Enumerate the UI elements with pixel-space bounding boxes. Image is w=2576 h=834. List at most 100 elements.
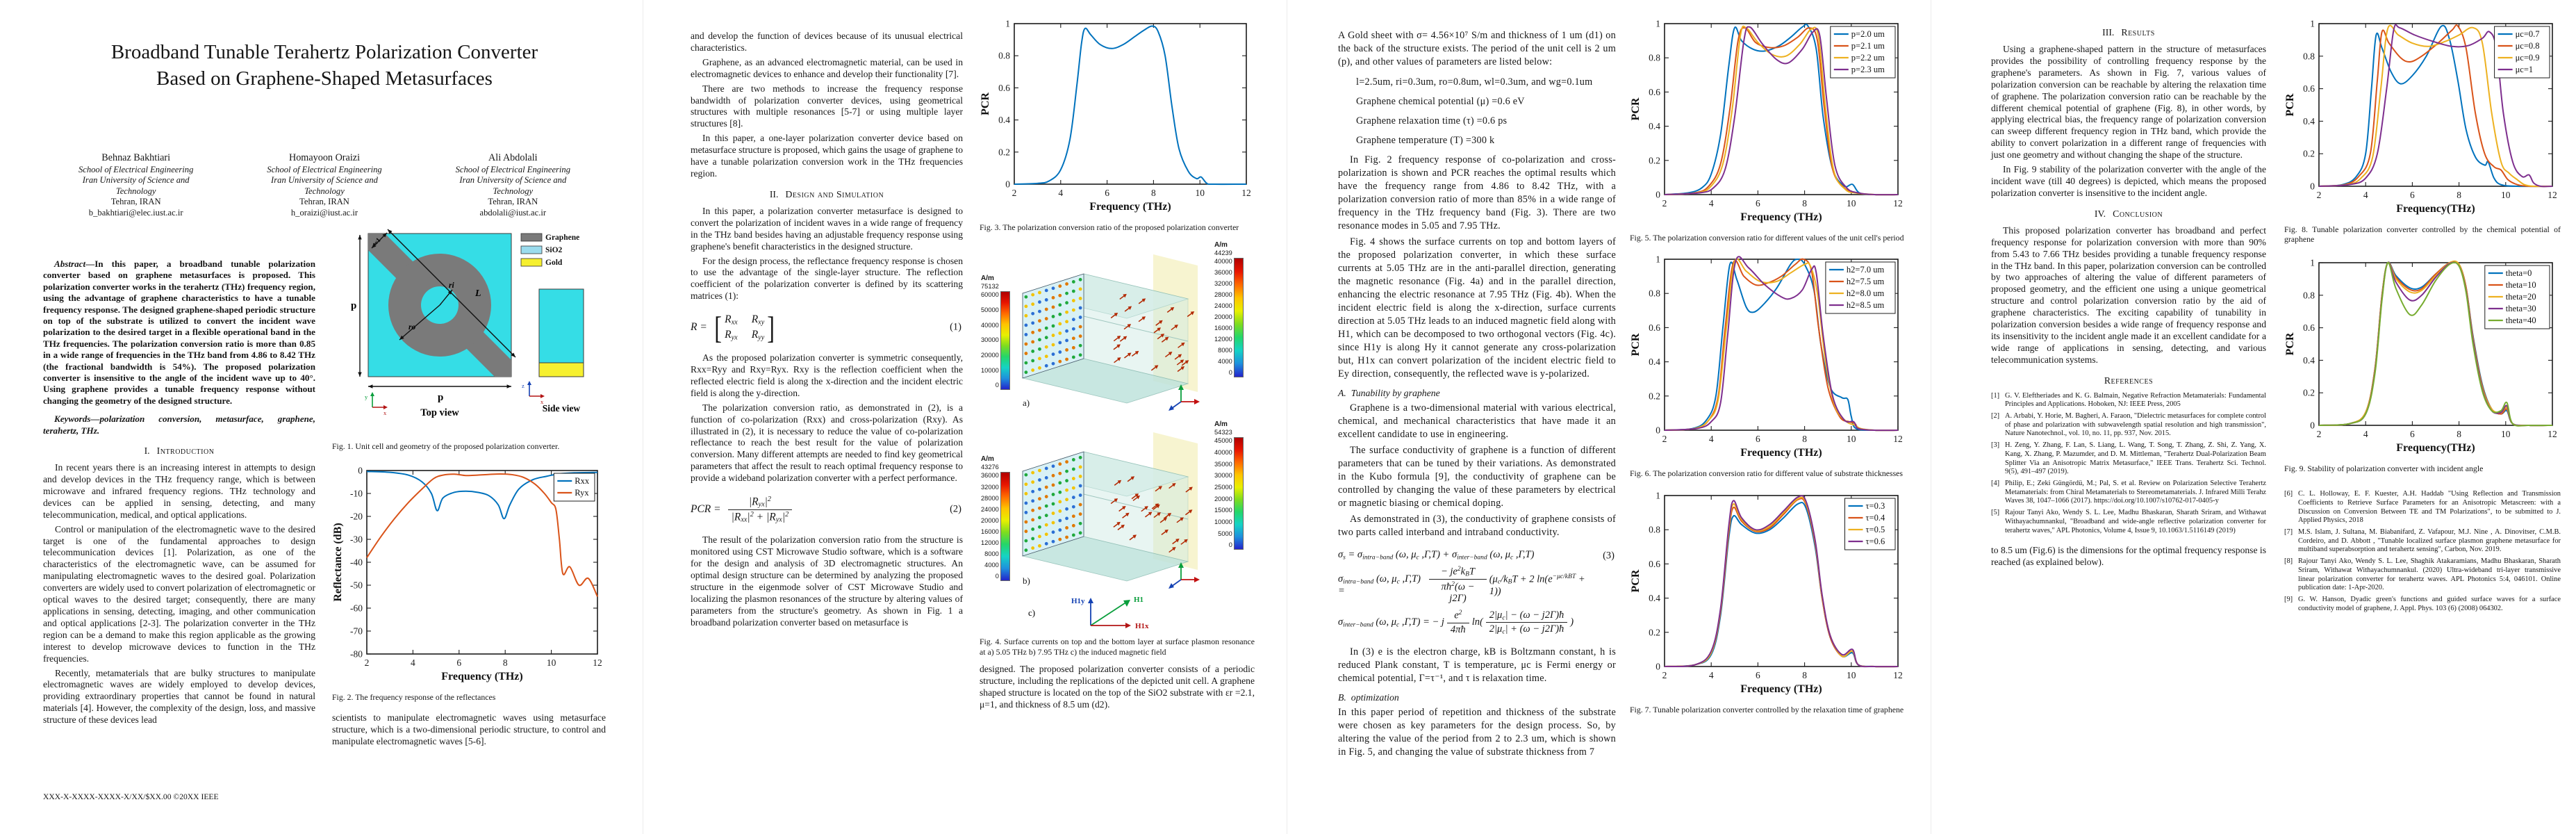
svg-text:Frequency (THz): Frequency (THz) [1740, 211, 1822, 223]
svg-text:12: 12 [593, 657, 602, 668]
svg-text:10: 10 [547, 657, 556, 668]
section-heading-design: II. Design and Simulation [769, 188, 884, 199]
svg-text:4: 4 [1709, 198, 1714, 208]
paragraph: In (3) e is the electron charge, kB is B… [1338, 646, 1616, 684]
svg-text:0.6: 0.6 [998, 83, 1010, 93]
svg-text:0: 0 [1656, 661, 1660, 671]
svg-text:6: 6 [2410, 429, 2415, 439]
svg-text:0.4: 0.4 [1649, 593, 1660, 603]
svg-text:Frequency(THz): Frequency(THz) [2396, 442, 2475, 454]
author-email: h_oraizi@iust.ac.ir [290, 208, 358, 218]
figure-9-caption: Fig. 9. Stability of polarization conver… [2284, 463, 2484, 473]
svg-text:1: 1 [2310, 19, 2315, 29]
fig4-panel-a [1021, 254, 1200, 411]
svg-text:PCR: PCR [1630, 334, 1642, 357]
author-block: Ali Abdolali School of Electrical Engine… [419, 152, 607, 218]
title-line-1: Broadband Tunable Terahertz Polarization… [110, 41, 538, 63]
svg-text:0.8: 0.8 [1649, 525, 1660, 535]
reference-item: [1] G. V. Eleftheriades and K. G. Balmai… [1991, 391, 2266, 409]
reference-item: [2] A. Arbabi, Y. Horie, M. Bagheri, A. … [1991, 412, 2266, 438]
dim-label-ro: ro [408, 323, 415, 332]
dim-label-p-vertical: p [351, 300, 356, 311]
svg-text:0.4: 0.4 [2303, 116, 2315, 126]
reference-item: [9] G. W. Hanson, Dyadic green's functio… [2284, 595, 2561, 612]
svg-text:0.8: 0.8 [2303, 51, 2315, 61]
svg-text:0.6: 0.6 [1649, 559, 1660, 569]
svg-text:10: 10 [2501, 190, 2511, 200]
svg-text:h2=7.5 um: h2=7.5 um [1847, 277, 1885, 286]
svg-text:h2=8.0 um: h2=8.0 um [1847, 288, 1885, 298]
svg-text:2: 2 [1662, 434, 1667, 444]
svg-text:2: 2 [1662, 198, 1667, 208]
axis-x-label: x [383, 409, 387, 416]
figure-2-caption: Fig. 2. The frequency response of the re… [332, 692, 496, 703]
author-block: Homayoon Oraizi School of Electrical Eng… [230, 152, 418, 218]
equation-3: σs = σintra−band (ω, μc ,Γ,T) + σinter−b… [1338, 549, 1615, 636]
svg-text:8: 8 [1151, 188, 1156, 198]
svg-text:-50: -50 [350, 580, 363, 591]
author-name: Behnaz Bakhtiari [101, 152, 171, 163]
top-view-label: Top view [420, 407, 459, 418]
reference-item: [7] M.S. Islam, J. Sultana, M. Biabanifa… [2284, 528, 2561, 554]
author-email: abdolali@iust.ac.ir [479, 208, 547, 218]
svg-text:PCR: PCR [1630, 97, 1642, 120]
svg-text:0.8: 0.8 [998, 51, 1010, 61]
fig4-panel-c: c) H1y H1 H1x [1028, 596, 1149, 630]
paragraph: As demonstrated in (3), the conductivity… [1338, 514, 1616, 538]
svg-text:0.2: 0.2 [2303, 149, 2315, 159]
abstract-label: Abstract— [54, 259, 95, 269]
svg-text:theta=20: theta=20 [2506, 292, 2536, 302]
svg-text:1: 1 [1005, 19, 1010, 29]
svg-text:4: 4 [1058, 188, 1063, 198]
svg-text:0.2: 0.2 [1649, 155, 1660, 165]
svg-text:0: 0 [1656, 425, 1660, 436]
svg-text:4: 4 [2363, 429, 2368, 439]
introduction-paragraphs: In recent years there is an increasing i… [43, 462, 315, 726]
svg-text:τ=0.5: τ=0.5 [1866, 525, 1885, 534]
svg-text:8: 8 [503, 657, 508, 668]
fig4-colorbar-b-right: A/m 54323 45000 40000 35000 30000 25000 20000… [1214, 421, 1244, 550]
paragraph: Using a graphene-shaped pattern in the s… [1991, 44, 2266, 161]
equation-number: (2) [950, 503, 961, 515]
column-3: and develop the function of devices beca… [691, 0, 963, 834]
figure-4-caption: Fig. 4. Surface currents on top and the … [980, 637, 1255, 657]
author-name: Ali Abdolali [488, 152, 538, 163]
paragraph: and develop the function of devices beca… [691, 31, 963, 53]
svg-text:6: 6 [1105, 188, 1109, 198]
paragraph: Recently, metamaterials that are bulky s… [43, 667, 315, 726]
figure-7-caption: Fig. 7. Tunable polarization converter c… [1630, 704, 1904, 714]
author-email: b_bakhtiari@elec.iust.ac.ir [88, 208, 183, 218]
svg-text:6: 6 [2410, 190, 2415, 200]
svg-text:-80: -80 [350, 649, 363, 660]
svg-text:p=2.2 um: p=2.2 um [1851, 53, 1885, 63]
figure-5-caption: Fig. 5. The polarization conversion rati… [1630, 233, 1904, 243]
paragraph: The result of the polarization conversio… [691, 534, 963, 628]
paragraph: The surface conductivity of graphene is … [1338, 445, 1616, 509]
parameter-line: Graphene chemical potential (μ) =0.6 eV [1356, 96, 1525, 107]
svg-text:τ=0.6: τ=0.6 [1866, 537, 1885, 546]
svg-text:2: 2 [1662, 670, 1667, 680]
axis-y-label: y [365, 393, 368, 400]
reference-item: [8] Rajour Tanyi Ako, Wendy S. L. Lee, S… [2284, 557, 2561, 592]
svg-text:0.8: 0.8 [1649, 53, 1660, 63]
svg-text:6: 6 [456, 657, 461, 668]
svg-text:SiO2: SiO2 [545, 246, 563, 254]
column-5: A Gold sheet with σ= 4.56×10⁷ S/m and th… [1338, 0, 1616, 834]
title-line-2: Based on Graphene-Shaped Metasurfaces [156, 67, 493, 90]
svg-text:Frequency(THz): Frequency(THz) [2396, 203, 2475, 215]
svg-text:0.6: 0.6 [2303, 83, 2315, 94]
svg-text:h2=7.0 um: h2=7.0 um [1847, 265, 1885, 275]
fig6-pcr-thickness-chart: 2 4 6 8 10 12 0 0.2 0.4 0.6 0.8 1 h2=7.0 um h2=7.5 um… [1630, 252, 1906, 464]
fig8-pcr-chemical-potential-chart: 2 4 6 8 10 12 0 0.2 0.4 0.6 0.8 1 μc=0.7 μc=0.8 μc=0.9… [2284, 17, 2561, 220]
paragraph: The polarization conversion ratio, as de… [691, 402, 963, 484]
svg-text:0.6: 0.6 [1649, 87, 1660, 97]
column-4: 2 4 6 8 10 12 0 0.2 0.4 0.6 0.8 1 Frequency (THz) PCR… [980, 0, 1255, 834]
svg-text:theta=30: theta=30 [2506, 304, 2536, 313]
svg-text:0.8: 0.8 [1649, 288, 1660, 299]
svg-text:10: 10 [1847, 198, 1856, 208]
paragraph: Fig. 4 shows the surface currents on top… [1338, 236, 1616, 379]
svg-text:4: 4 [411, 657, 415, 668]
svg-text:8: 8 [1802, 198, 1807, 208]
svg-text:10: 10 [1847, 670, 1856, 680]
axis-x2-label: x [540, 398, 544, 405]
